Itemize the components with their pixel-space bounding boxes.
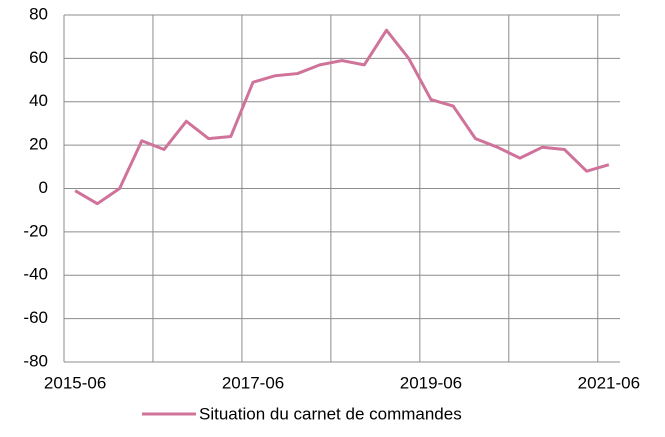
y-tick-label: 0 — [39, 178, 48, 197]
x-tick-label: 2017-06 — [222, 373, 284, 392]
y-tick-label: 20 — [29, 135, 48, 154]
x-tick-label: 2021-06 — [578, 373, 640, 392]
y-tick-label: -60 — [23, 308, 48, 327]
y-tick-label: 80 — [29, 4, 48, 23]
series-line — [74, 28, 610, 206]
legend-label: Situation du carnet de commandes — [199, 404, 462, 423]
y-tick-label: -80 — [23, 351, 48, 370]
x-tick-label: 2015-06 — [44, 373, 106, 392]
x-tick-label: 2019-06 — [400, 373, 462, 392]
y-tick-label: 40 — [29, 91, 48, 110]
y-tick-label: 60 — [29, 48, 48, 67]
y-tick-label: -20 — [23, 221, 48, 240]
y-tick-label: -40 — [23, 265, 48, 284]
